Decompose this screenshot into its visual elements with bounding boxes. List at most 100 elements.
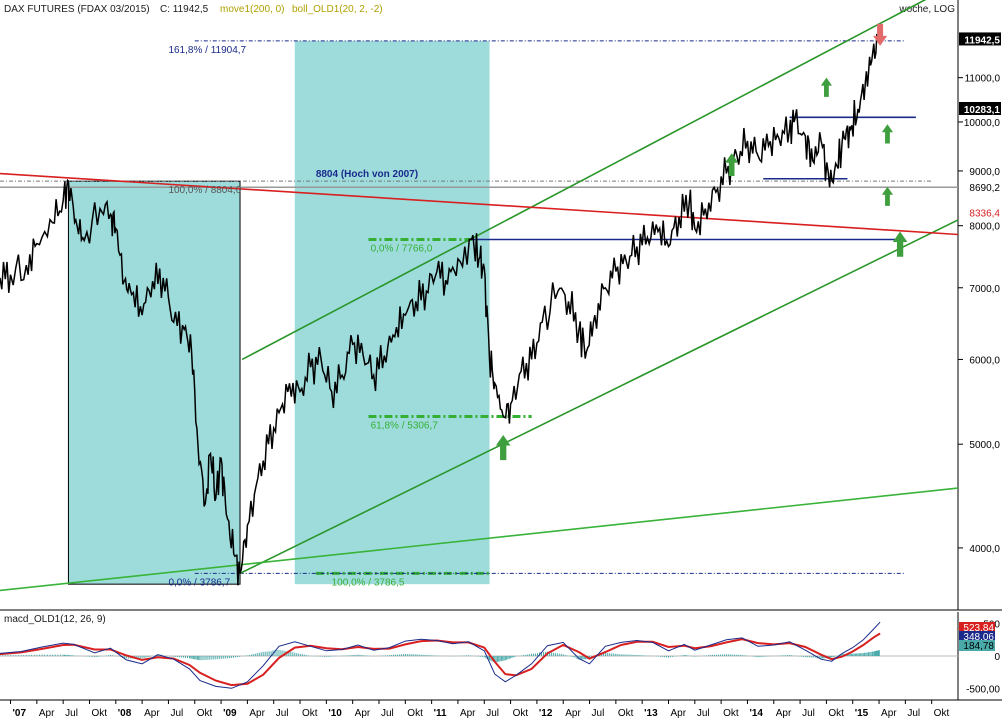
price-label: 10283,1: [964, 105, 1001, 116]
signal-arrows: [495, 23, 908, 461]
retracement-zone-2: [294, 40, 490, 585]
x-tick-label: Okt: [618, 708, 634, 719]
y-tick-label: 4000,0: [969, 544, 1000, 555]
trend-line-channel-base: [0, 487, 959, 592]
price-label-box: [959, 180, 1001, 194]
arrow-up-2014: [820, 77, 833, 97]
indicator-boll-label: boll_OLD1(20, 2, -2): [292, 4, 383, 15]
y-tick-label: 9000,0: [969, 167, 1000, 178]
trend-lines: [0, 0, 959, 592]
y-tick-label: 10000,0: [964, 118, 1001, 129]
macd-value-box: [959, 622, 995, 633]
price-label: 8336,4: [969, 209, 1000, 220]
x-tick-label: '08: [118, 708, 132, 719]
x-tick-label: Apr: [670, 708, 686, 719]
trend-line-channel-upper: [241, 0, 927, 361]
timeframe-label: woche, LOG: [898, 4, 955, 15]
macd-tick-label: -500,00: [966, 684, 1000, 695]
x-tick-label: Okt: [934, 708, 950, 719]
x-tick-label: Jul: [486, 708, 499, 719]
price-label-box: [959, 205, 1001, 219]
x-tick-label: Okt: [302, 708, 318, 719]
x-tick-label: '11: [434, 708, 447, 719]
annotation-fib-618: 61,8% / 5306,7: [371, 421, 439, 432]
x-tick-label: Okt: [513, 708, 529, 719]
x-tick-label: Apr: [144, 708, 160, 719]
price-label-box: [959, 101, 1001, 115]
x-tick-label: Apr: [39, 708, 55, 719]
macd-line: [0, 621, 881, 689]
x-tick-label: Okt: [197, 708, 213, 719]
macd-tick-label: 0: [994, 652, 1000, 663]
arrow-up-2013: [725, 153, 739, 177]
annotation-fib-0-bottom: 0,0% / 3786,7: [168, 577, 230, 588]
x-tick-label: Jul: [381, 708, 394, 719]
macd-value-box: [959, 631, 995, 642]
price-axis: 4000,0 5000,0 6000,0 7000,0 8000,0 9000,0 1000…: [958, 74, 1000, 555]
x-tick-label: '14: [749, 708, 763, 719]
x-tick-label: '09: [223, 708, 237, 719]
price-label-box: [959, 32, 1001, 46]
x-tick-label: Apr: [776, 708, 792, 719]
x-tick-label: Apr: [565, 708, 581, 719]
x-tick-label: '13: [644, 708, 658, 719]
x-tick-label: '10: [328, 708, 342, 719]
x-tick-label: Jul: [276, 708, 289, 719]
arrow-up-2015-c: [892, 231, 908, 257]
annotation-fib-0-7766: 0,0% / 7766,0: [371, 243, 433, 254]
trend-line-channel-lower: [239, 219, 959, 575]
x-tick-label: Jul: [697, 708, 710, 719]
price-series: [0, 33, 879, 586]
x-tick-label: '12: [539, 708, 553, 719]
retracement-zone-1: [67, 180, 241, 585]
macd-panel: [0, 621, 958, 689]
arrow-up-2015-a: [881, 124, 894, 144]
chart-symbol: DAX FUTURES (FDAX 03/2015): [4, 4, 150, 15]
y-tick-label: 6000,0: [969, 355, 1000, 366]
price-label: 11942,5: [964, 35, 1000, 46]
y-tick-label: 5000,0: [969, 440, 1000, 451]
x-tick-label: Okt: [91, 708, 107, 719]
x-tick-label: Jul: [65, 708, 78, 719]
close-value: C: 11942,5: [160, 4, 209, 15]
y-tick-label: 7000,0: [969, 284, 1000, 295]
annotation-fib-100-top: 100,0% / 8804,0: [168, 185, 241, 196]
macd-value-box: [959, 640, 995, 651]
annotation-fib-100-bottom: 100,0% / 3786,5: [332, 577, 405, 588]
indicator-ma-label: move1(200, 0): [220, 4, 284, 15]
macd-value-label: 348,06: [963, 632, 994, 643]
chart-annotations: 161,8% / 11904,7 100,0% / 8804,0 8804 (Hoc…: [168, 45, 438, 589]
x-tick-label: Apr: [460, 708, 476, 719]
x-tick-label: Jul: [170, 708, 183, 719]
x-tick-label: Apr: [881, 708, 897, 719]
annotation-fib-161: 161,8% / 11904,7: [168, 45, 246, 56]
x-tick-label: Okt: [828, 708, 844, 719]
macd-value-label: 184,78: [963, 641, 994, 652]
x-tick-label: Jul: [592, 708, 605, 719]
annotation-hoch-2007: 8804 (Hoch von 2007): [316, 169, 418, 180]
x-tick-label: Jul: [907, 708, 920, 719]
x-tick-label: Jul: [802, 708, 815, 719]
x-tick-label: Apr: [355, 708, 371, 719]
macd-value-label: 523,84: [963, 623, 994, 634]
arrow-down-2015: [873, 23, 888, 46]
fib-levels: [0, 40, 958, 575]
time-axis: '07 Apr Jul Okt '08 Apr Jul Okt '09 Apr Jul Okt '10 A…: [10, 700, 950, 719]
price-value-labels: 11942,5 10283,1 8690,2 8336,4: [959, 32, 1001, 220]
trend-line-red-downtrend: [0, 172, 959, 236]
price-label: 8690,2: [969, 183, 1000, 194]
price-line: [0, 33, 879, 586]
x-tick-label: Okt: [407, 708, 423, 719]
arrow-up-2015-b: [881, 186, 894, 206]
y-tick-label: 8000,0: [969, 222, 1000, 233]
x-tick-label: '15: [855, 708, 869, 719]
x-tick-label: Okt: [723, 708, 739, 719]
x-tick-label: Apr: [249, 708, 265, 719]
macd-label: macd_OLD1(12, 26, 9): [4, 614, 106, 625]
y-tick-label: 11000,0: [965, 74, 1001, 85]
retracement-zones: [67, 40, 490, 585]
x-tick-label: '07: [13, 708, 27, 719]
